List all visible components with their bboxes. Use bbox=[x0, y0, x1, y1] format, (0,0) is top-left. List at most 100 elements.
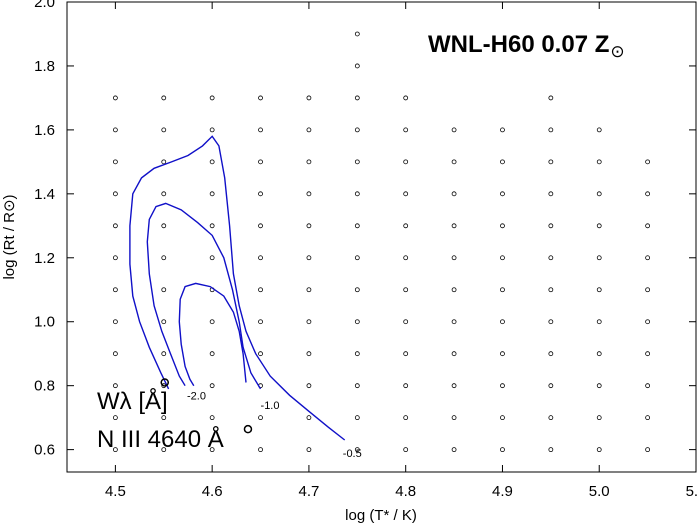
model-point bbox=[354, 223, 360, 229]
model-point bbox=[451, 159, 457, 165]
model-point bbox=[451, 127, 457, 133]
model-point bbox=[403, 319, 409, 325]
y-axis-label: log (Rt / R⊙) bbox=[1, 194, 18, 279]
model-point bbox=[354, 31, 360, 37]
model-point bbox=[403, 223, 409, 229]
model-point bbox=[596, 159, 602, 165]
y-tick-label: 1.4 bbox=[34, 186, 55, 203]
model-point bbox=[258, 191, 263, 197]
model-point bbox=[451, 191, 457, 197]
model-point bbox=[112, 415, 118, 421]
contour-line bbox=[178, 282, 247, 387]
x-tick-label: 4.7 bbox=[298, 483, 319, 500]
contour-label: -2.0 bbox=[187, 390, 206, 402]
model-point bbox=[548, 287, 554, 293]
model-point bbox=[548, 415, 554, 421]
model-point bbox=[403, 383, 409, 389]
model-point bbox=[548, 191, 554, 197]
model-point bbox=[306, 383, 312, 389]
annotation-line2: N III 4640 Å bbox=[97, 425, 224, 453]
model-point bbox=[596, 255, 602, 261]
model-point bbox=[596, 127, 602, 133]
model-point bbox=[596, 223, 602, 229]
model-point bbox=[548, 447, 554, 453]
model-point bbox=[596, 415, 602, 421]
model-point bbox=[112, 319, 118, 325]
y-tick-label: 0.8 bbox=[34, 378, 55, 395]
contour-label: -0.5 bbox=[343, 448, 362, 460]
contour-line bbox=[129, 135, 346, 441]
x-tick-label: 4.5 bbox=[105, 483, 126, 500]
model-point bbox=[403, 127, 409, 133]
model-point bbox=[548, 127, 554, 133]
model-point bbox=[209, 95, 215, 101]
model-point bbox=[112, 223, 118, 229]
model-point bbox=[112, 447, 118, 453]
chart-title: WNL-H60 0.07 Z⊙ bbox=[428, 31, 625, 61]
marker-ring bbox=[160, 378, 169, 387]
model-point bbox=[306, 351, 312, 357]
model-point bbox=[451, 447, 457, 453]
model-point bbox=[306, 95, 312, 101]
model-point bbox=[451, 351, 457, 357]
model-point bbox=[403, 159, 409, 165]
model-point bbox=[258, 351, 263, 357]
model-point bbox=[161, 255, 167, 261]
model-point bbox=[645, 191, 651, 197]
model-point bbox=[209, 191, 215, 197]
model-point bbox=[645, 255, 651, 261]
model-point bbox=[596, 383, 602, 389]
x-tick-label: 5.0 bbox=[589, 483, 610, 500]
x-tick-label: 4.8 bbox=[395, 483, 416, 500]
model-point bbox=[403, 255, 409, 261]
x-tick-label: 4.9 bbox=[492, 483, 513, 500]
model-point bbox=[112, 351, 118, 357]
model-point bbox=[645, 223, 651, 229]
model-point bbox=[161, 351, 167, 357]
model-point bbox=[645, 319, 651, 325]
contour-label: -1.0 bbox=[261, 400, 280, 412]
model-point bbox=[161, 287, 167, 293]
model-point bbox=[209, 351, 215, 357]
model-point bbox=[354, 95, 360, 101]
x-tick-label: 4.6 bbox=[202, 483, 223, 500]
model-point bbox=[500, 383, 505, 389]
model-point bbox=[209, 255, 215, 261]
model-point bbox=[548, 351, 554, 357]
y-tick-label: 1.6 bbox=[34, 122, 55, 139]
model-point bbox=[354, 383, 360, 389]
model-point bbox=[548, 383, 554, 389]
model-point bbox=[306, 159, 312, 165]
model-point bbox=[596, 447, 602, 453]
model-point bbox=[596, 287, 602, 293]
model-point bbox=[258, 159, 263, 165]
model-point bbox=[500, 319, 505, 325]
y-tick-label: 1.2 bbox=[34, 250, 55, 267]
model-point bbox=[500, 191, 505, 197]
axis-ticks: 4.5 4.6 4.7 4.8 4.9 5.0 5.1 0.6 0.8 1.0 1.2 1.4 1.6 1… bbox=[34, 0, 697, 500]
model-point bbox=[209, 159, 215, 165]
model-point bbox=[354, 287, 360, 293]
model-point bbox=[596, 191, 602, 197]
model-point bbox=[161, 95, 167, 101]
y-tick-label: 2.0 bbox=[34, 0, 55, 11]
model-point bbox=[354, 159, 360, 165]
y-tick-label: 0.6 bbox=[34, 442, 55, 459]
model-point bbox=[306, 287, 312, 293]
model-point bbox=[451, 383, 457, 389]
model-point bbox=[500, 447, 505, 453]
model-point bbox=[645, 287, 651, 293]
model-point bbox=[403, 415, 409, 421]
model-point bbox=[451, 287, 457, 293]
model-point bbox=[403, 351, 409, 357]
model-point bbox=[596, 319, 602, 325]
model-point bbox=[258, 415, 263, 421]
model-point bbox=[354, 63, 360, 69]
x-tick-label: 5.1 bbox=[686, 483, 697, 500]
model-point bbox=[209, 447, 215, 453]
model-point bbox=[306, 255, 312, 261]
model-point bbox=[161, 191, 167, 197]
model-point bbox=[161, 223, 167, 229]
model-point bbox=[451, 415, 457, 421]
contour-line bbox=[146, 202, 262, 390]
